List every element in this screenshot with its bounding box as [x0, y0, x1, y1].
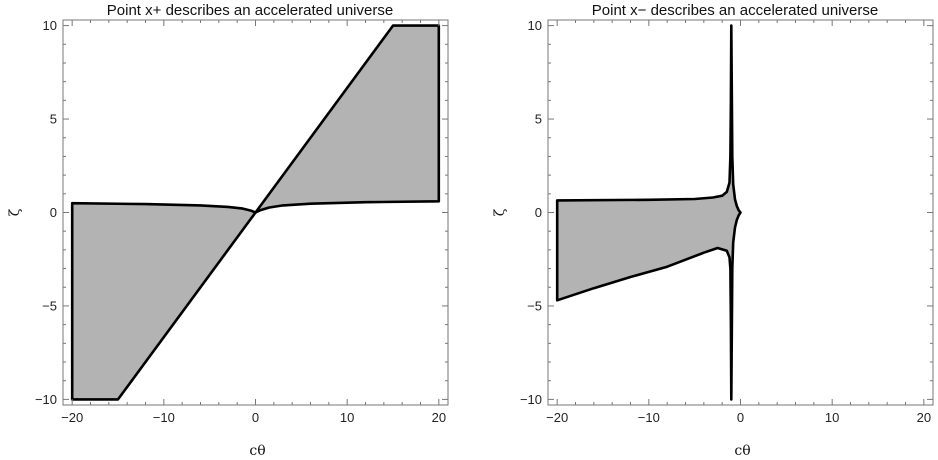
y-tick-label: −10: [35, 392, 57, 407]
x-tick-label: 10: [340, 410, 354, 425]
y-tick-label: 10: [528, 18, 542, 33]
chart-panel-1: −20 −10 0 10 20 −10 −5 0 5 10 Point x+ describes a…: [7, 2, 449, 459]
y-tick-label: −10: [520, 392, 542, 407]
region-1: [555, 24, 742, 401]
x-tick-label: 0: [252, 410, 259, 425]
y-axis-label: ζ: [492, 208, 508, 216]
chart-title: Point x+ describes an accelerated univer…: [107, 2, 393, 19]
x-axis-label: cθ: [734, 443, 750, 459]
y-tick-label: 5: [50, 112, 57, 127]
x-axis-label: cθ: [249, 443, 265, 459]
x-tick-label: 20: [917, 410, 931, 425]
x-tick-label: −20: [546, 410, 568, 425]
y-tick-label: 0: [535, 205, 542, 220]
chart-panel-2: −20 −10 0 10 20 −10 −5 0 5 10 Point x− describes a…: [492, 2, 934, 459]
y-tick-label: 0: [50, 205, 57, 220]
x-tick-label: 20: [432, 410, 446, 425]
x-tick-label: −20: [61, 410, 83, 425]
y-axis-label: ζ: [7, 208, 23, 216]
y-tick-label: 5: [535, 112, 542, 127]
chart-title: Point x− describes an accelerated univer…: [592, 2, 878, 19]
region-2: [254, 24, 441, 214]
y-tick-label: −5: [42, 298, 57, 313]
region-1: [70, 201, 257, 401]
x-tick-label: 10: [825, 410, 839, 425]
x-tick-label: 0: [737, 410, 744, 425]
x-tick-label: −10: [153, 410, 175, 425]
y-tick-label: −5: [527, 298, 542, 313]
x-tick-label: −10: [638, 410, 660, 425]
y-tick-label: 10: [43, 18, 57, 33]
